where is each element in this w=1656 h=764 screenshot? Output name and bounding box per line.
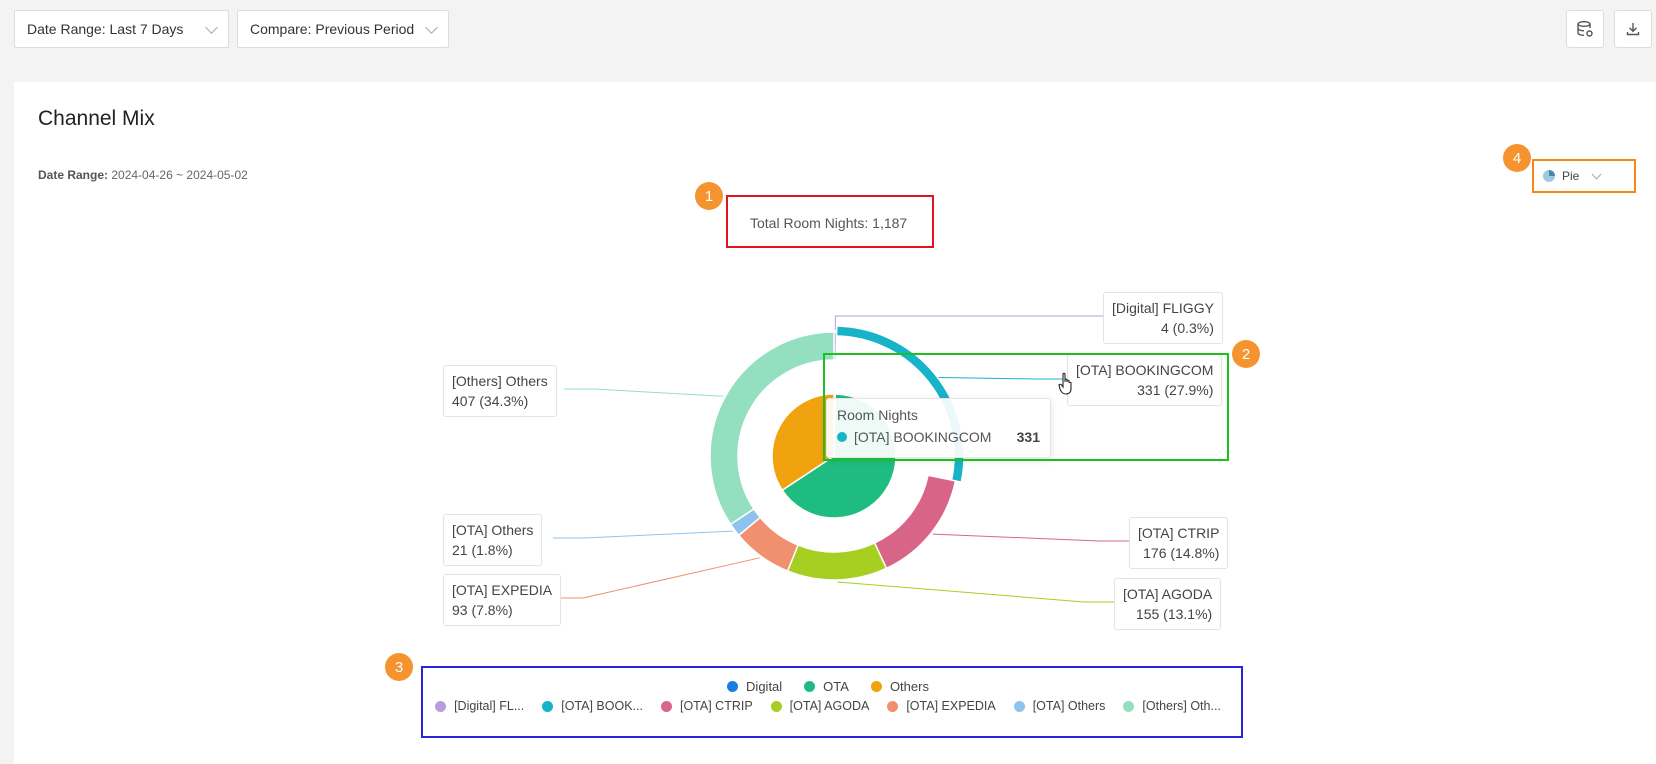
legend-item-ota[interactable]: OTA [804, 679, 849, 694]
legend-label: Others [889, 679, 929, 694]
legend-label: [OTA] Others [1032, 699, 1106, 713]
label-ota-others: [OTA] Others 21 (1.8%) [443, 514, 543, 566]
date-range-label: Date Range: [38, 168, 109, 182]
annotation-box-3 [421, 666, 1243, 738]
data-settings-button[interactable] [1566, 10, 1604, 48]
leader-line-ota-others [553, 530, 733, 539]
tooltip-series: [OTA] BOOKINGCOM [854, 429, 992, 445]
legend-dot [660, 700, 672, 712]
legend-dot [887, 700, 899, 712]
compare-dropdown[interactable]: Compare: Previous Period [237, 10, 449, 48]
legend-dot [542, 700, 554, 712]
label-agoda: [OTA] AGODA 155 (13.1%) [1114, 578, 1222, 630]
legend-dot [770, 700, 782, 712]
label-ctrip: [OTA] CTRIP 176 (14.8%) [1129, 517, 1229, 569]
chart-type-label: Pie [1562, 169, 1580, 183]
legend-dot [435, 700, 447, 712]
annotation-box-1 [726, 195, 934, 248]
pie-chart-icon [1543, 170, 1555, 182]
annotation-badge-3: 3 [385, 653, 413, 681]
legend-item-ota-expedia[interactable]: [OTA] EXPEDIA [887, 699, 996, 713]
chart-title: Total Room Nights: 1,187 [750, 215, 908, 231]
inner-slice-others[interactable] [771, 393, 835, 492]
tooltip-series-dot [837, 432, 847, 442]
legend-label: Digital [746, 679, 783, 694]
legend-item-others[interactable]: Others [870, 679, 929, 694]
leader-line-ota-agoda [837, 581, 1114, 603]
leader-line-digital-fliggy [834, 315, 1103, 331]
compare-dropdown-label: Compare: Previous Period [250, 21, 415, 37]
legend-label: [OTA] EXPEDIA [906, 699, 996, 713]
legend-dot [1123, 700, 1135, 712]
legend-items: [Digital] FL... [OTA] BOOK... [OTA] CTRIP [… [0, 699, 1656, 713]
date-range-dropdown[interactable]: Date Range: Last 7 Days [14, 10, 229, 48]
card-title: Channel Mix [38, 107, 155, 130]
label-expedia: [OTA] EXPEDIA 93 (7.8%) [443, 574, 562, 626]
legend-item-digital-fliggy[interactable]: [Digital] FL... [435, 699, 524, 713]
legend-item-ota-agoda[interactable]: [OTA] AGODA [770, 699, 870, 713]
legend-label: [Others] Oth... [1142, 699, 1221, 713]
outer-slice-ota-agoda[interactable] [786, 541, 888, 581]
download-button[interactable] [1614, 10, 1652, 48]
legend-dot [870, 681, 882, 692]
legend-label: [OTA] BOOK... [561, 699, 643, 713]
annotation-badge-1: 1 [695, 182, 723, 210]
legend-dot [1013, 700, 1025, 712]
tooltip-value: 331 [1016, 429, 1040, 445]
date-range-dropdown-label: Date Range: Last 7 Days [27, 21, 184, 37]
legend-item-others-others[interactable]: [Others] Oth... [1123, 699, 1221, 713]
legend-dot [727, 681, 739, 692]
label-others-others: [Others] Others 407 (34.3%) [443, 365, 557, 417]
chart-tooltip: Room Nights [OTA] BOOKINGCOM 331 [826, 398, 1051, 458]
label-bookingcom: [OTA] BOOKINGCOM 331 (27.9%) [1067, 354, 1223, 406]
leader-line-others-others [564, 388, 724, 397]
legend-label: [OTA] CTRIP [679, 699, 753, 713]
leader-line-ota-expedia [553, 557, 760, 599]
legend-groups: Digital OTA Others [0, 679, 1656, 694]
legend-label: [OTA] AGODA [789, 699, 870, 713]
legend-item-ota-bookingcom[interactable]: [OTA] BOOK... [542, 699, 643, 713]
database-settings-icon [1577, 21, 1593, 37]
tooltip-title: Room Nights [837, 407, 918, 423]
date-range-text: Date Range: 2024-04-26 ~ 2024-05-02 [38, 168, 248, 182]
legend-label: [Digital] FL... [454, 699, 525, 713]
hand-cursor-icon [1058, 372, 1072, 395]
download-icon [1626, 23, 1640, 36]
chart-type-dropdown[interactable]: Pie [1542, 164, 1602, 188]
annotation-badge-4: 4 [1503, 144, 1531, 172]
legend-item-ota-ctrip[interactable]: [OTA] CTRIP [660, 699, 753, 713]
annotation-badge-2: 2 [1232, 340, 1260, 368]
legend-label: OTA [823, 679, 849, 694]
leader-line-ota-bookingcom [932, 376, 1067, 380]
legend-item-digital[interactable]: Digital [727, 679, 782, 694]
leader-line-ota-ctrip [932, 533, 1129, 542]
annotation-box-2 [823, 353, 1229, 461]
legend-item-ota-others[interactable]: [OTA] Others [1013, 699, 1106, 713]
label-fliggy: [Digital] FLIGGY 4 (0.3%) [1103, 292, 1223, 344]
date-range-value: 2024-04-26 ~ 2024-05-02 [111, 168, 248, 182]
outer-slice-others-others[interactable] [709, 331, 835, 526]
annotation-box-4 [1532, 159, 1636, 193]
legend-dot [804, 681, 816, 692]
